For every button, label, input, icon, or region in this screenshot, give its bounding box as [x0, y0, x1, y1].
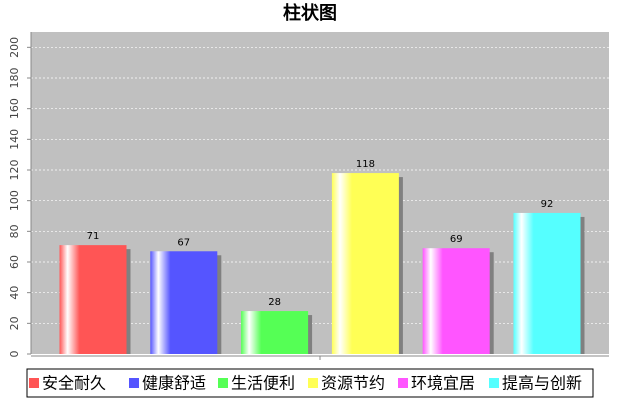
y-tick-label: 140 [8, 129, 21, 150]
legend-swatch [398, 378, 408, 388]
legend-label: 环境宜居 [411, 374, 475, 393]
bar [241, 311, 309, 354]
legend-label: 健康舒适 [142, 374, 206, 393]
y-tick-label: 40 [8, 286, 21, 300]
y-tick-label: 100 [8, 190, 21, 211]
value-label: 71 [87, 231, 100, 242]
chart-title: 柱状图 [283, 2, 337, 24]
y-tick-label: 180 [8, 68, 21, 89]
bar [422, 248, 490, 354]
value-label: 67 [177, 237, 190, 248]
value-label: 92 [541, 199, 554, 210]
legend-swatch [29, 378, 39, 388]
y-tick-label: 160 [8, 98, 21, 119]
value-label: 118 [356, 159, 375, 170]
legend-swatch [489, 378, 499, 388]
legend-swatch [308, 378, 318, 388]
legend-label: 安全耐久 [42, 374, 106, 393]
y-tick-label: 20 [8, 316, 21, 330]
legend-swatch [218, 378, 228, 388]
y-tick-label: 120 [8, 160, 21, 181]
legend-label: 生活便利 [231, 374, 295, 393]
bar [150, 251, 218, 354]
y-tick-label: 200 [8, 37, 21, 58]
value-label: 28 [268, 297, 281, 308]
y-tick-label: 0 [8, 351, 21, 358]
legend-label: 资源节约 [321, 374, 385, 393]
value-label: 69 [450, 234, 463, 245]
legend-swatch [129, 378, 139, 388]
legend-label: 提高与创新 [502, 374, 582, 393]
y-tick-label: 60 [8, 255, 21, 269]
y-tick-label: 80 [8, 224, 21, 238]
bar [331, 173, 399, 354]
bar [513, 212, 581, 354]
bar [59, 245, 127, 354]
